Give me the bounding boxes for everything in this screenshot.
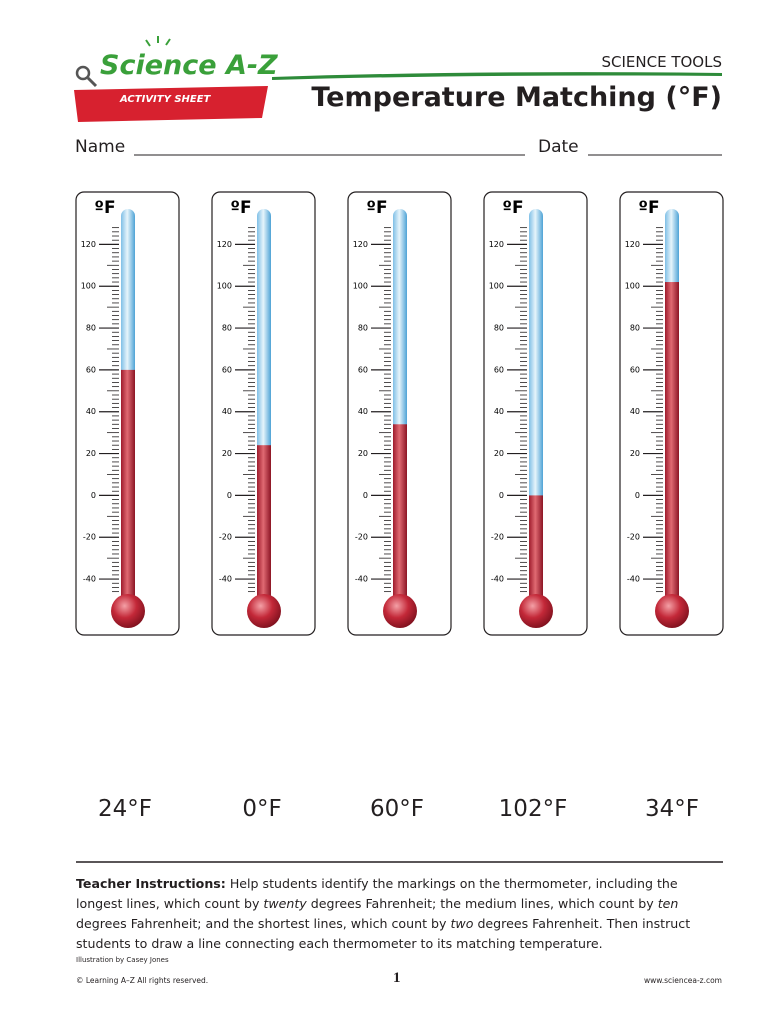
instructions-part: degrees Fahrenheit; and the shortest lin…	[76, 916, 451, 931]
unit-label: ºF	[94, 198, 115, 218]
tick-label: 120	[353, 240, 368, 249]
unit-label: ºF	[502, 198, 523, 218]
tick-label: 120	[81, 240, 96, 249]
tick-label: 60	[222, 365, 232, 374]
instructions-part: two	[450, 916, 474, 931]
title: Temperature Matching (°F)	[311, 82, 722, 113]
instructions-part: twenty	[263, 896, 307, 911]
bulb	[247, 594, 281, 628]
date-label: Date	[538, 137, 579, 157]
tick-label: 40	[494, 407, 504, 416]
tick-label: 120	[625, 240, 640, 249]
tick-label: 20	[358, 449, 368, 458]
tick-label: 60	[358, 365, 368, 374]
tick-label: 20	[222, 449, 232, 458]
tick-label: -20	[491, 533, 504, 542]
series: SCIENCE TOOLS	[601, 53, 723, 71]
tick-label: -20	[355, 533, 368, 542]
tick-label: 60	[86, 365, 96, 374]
answer: 102°F	[498, 796, 568, 822]
tick-label: -40	[355, 575, 368, 584]
tick-label: 0	[227, 491, 232, 500]
tick-label: 120	[217, 240, 232, 249]
copyright: © Learning A–Z All rights reserved.	[76, 976, 209, 985]
tick-label: 0	[363, 491, 368, 500]
answer: 34°F	[645, 796, 699, 822]
tube-fill	[121, 369, 135, 604]
bulb	[383, 594, 417, 628]
tick-label: 80	[86, 324, 96, 333]
tube-fill	[529, 495, 543, 604]
tick-label: 0	[499, 491, 504, 500]
logo-banner: ACTIVITY SHEET	[120, 94, 211, 105]
tick-label: 100	[81, 282, 96, 291]
credit: Illustration by Casey Jones	[76, 956, 169, 964]
tick-label: 20	[86, 449, 96, 458]
tick-label: -20	[627, 533, 640, 542]
tube-fill	[257, 445, 271, 604]
tick-label: -40	[219, 575, 232, 584]
answer: 0°F	[242, 796, 282, 822]
tick-label: -40	[83, 575, 96, 584]
page-number: 1	[393, 970, 401, 986]
tick-label: 100	[353, 282, 368, 291]
name-label: Name	[75, 137, 126, 157]
tick-label: 60	[630, 365, 640, 374]
unit-label: ºF	[638, 198, 659, 218]
bulb	[111, 594, 145, 628]
unit-label: ºF	[366, 198, 387, 218]
tick-label: -40	[491, 575, 504, 584]
instructions-part: ten	[657, 896, 679, 911]
tube-fill	[665, 282, 679, 604]
unit-label: ºF	[230, 198, 251, 218]
bulb	[655, 594, 689, 628]
tick-label: 100	[625, 282, 640, 291]
logo	[74, 36, 722, 122]
answer: 24°F	[98, 796, 152, 822]
tick-label: 100	[217, 282, 232, 291]
tick-label: -20	[219, 533, 232, 542]
instructions-part: degrees Fahrenheit; the medium lines, wh…	[306, 896, 658, 911]
tick-label: 40	[222, 407, 232, 416]
tick-label: 20	[494, 449, 504, 458]
tick-label: 60	[494, 365, 504, 374]
tick-label: 80	[630, 324, 640, 333]
instructions-label: Teacher Instructions:	[76, 876, 226, 891]
instructions-part: degrees Fahrenheit. Then instruct studen…	[76, 916, 691, 951]
tick-label: 80	[358, 324, 368, 333]
instructions: Teacher Instructions: Help students iden…	[76, 874, 723, 954]
tick-label: 40	[86, 407, 96, 416]
tick-label: 0	[91, 491, 96, 500]
tick-label: 120	[489, 240, 504, 249]
logo-text: Science A-Z	[100, 50, 278, 81]
tick-label: -20	[83, 533, 96, 542]
bulb	[519, 594, 553, 628]
tick-label: 100	[489, 282, 504, 291]
tick-label: 0	[635, 491, 640, 500]
answer: 60°F	[370, 796, 424, 822]
tick-label: -40	[627, 575, 640, 584]
tick-label: 40	[358, 407, 368, 416]
instructions-part: Help students identify the markings on t…	[76, 876, 678, 911]
tick-label: 20	[630, 449, 640, 458]
url: www.sciencea-z.com	[644, 976, 722, 985]
tube-fill	[393, 424, 407, 604]
tick-label: 80	[222, 324, 232, 333]
tick-label: 40	[630, 407, 640, 416]
tick-label: 80	[494, 324, 504, 333]
instructions-text: Help students identify the markings on t…	[76, 876, 690, 951]
thermometers: ºF 120 100 80 60 40 20 0 -20 -40 ºF 120 100 80 60 40 20 0…	[75, 191, 724, 636]
